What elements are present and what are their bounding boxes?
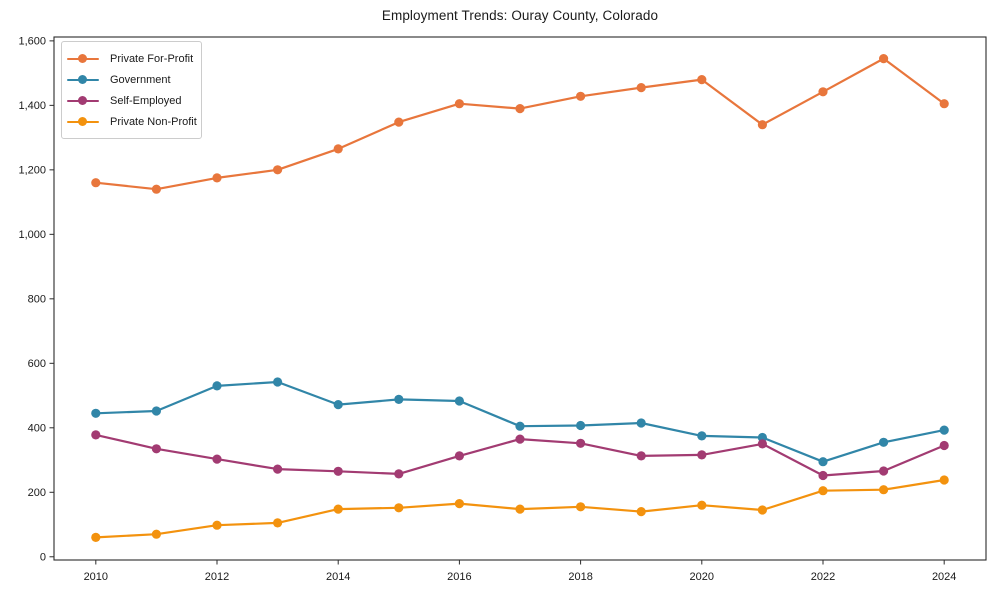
- data-point-self-employed-2015: [394, 469, 404, 479]
- data-point-private-for-profit-2016: [454, 99, 464, 109]
- x-tick-label: 2012: [205, 571, 229, 583]
- line-marker-icon: [67, 54, 99, 64]
- y-tick-label: 400: [28, 423, 46, 435]
- data-point-self-employed-2011: [151, 444, 161, 454]
- data-point-self-employed-2012: [212, 454, 222, 464]
- data-point-private-non-profit-2024: [939, 475, 949, 485]
- data-point-private-non-profit-2017: [515, 504, 525, 514]
- data-point-self-employed-2019: [636, 451, 646, 461]
- legend-label: Private Non-Profit: [110, 115, 197, 128]
- data-point-private-for-profit-2017: [515, 104, 525, 114]
- line-marker-icon: [67, 75, 99, 85]
- data-point-government-2020: [697, 431, 707, 441]
- x-tick-label: 2018: [568, 571, 592, 583]
- legend-item-government: Government: [67, 69, 193, 90]
- x-tick-label: 2022: [811, 571, 835, 583]
- data-point-private-non-profit-2019: [636, 507, 646, 517]
- x-tick-label: 2020: [690, 571, 714, 583]
- data-point-private-non-profit-2013: [273, 518, 283, 528]
- data-point-private-for-profit-2010: [91, 178, 101, 188]
- y-tick-label: 600: [28, 358, 46, 370]
- data-point-private-non-profit-2014: [333, 504, 343, 514]
- data-point-self-employed-2020: [697, 450, 707, 460]
- data-point-government-2019: [636, 418, 646, 428]
- data-point-private-non-profit-2018: [576, 502, 586, 512]
- legend-item-private-for-profit: Private For-Profit: [67, 48, 193, 69]
- legend-item-private-non-profit: Private Non-Profit: [67, 111, 197, 132]
- y-tick-label: 1,400: [18, 100, 46, 112]
- data-point-government-2024: [939, 425, 949, 435]
- data-point-private-non-profit-2015: [394, 503, 404, 513]
- chart-legend: Private For-Profit Government Self-Emplo…: [61, 41, 202, 139]
- data-point-private-for-profit-2020: [697, 75, 707, 85]
- data-point-government-2023: [879, 437, 889, 447]
- data-point-private-for-profit-2013: [273, 165, 283, 175]
- y-tick-label: 1,600: [18, 36, 46, 48]
- y-tick-label: 1,000: [18, 229, 46, 241]
- data-point-government-2018: [576, 420, 586, 431]
- data-point-government-2017: [515, 421, 525, 431]
- data-point-private-non-profit-2023: [879, 485, 889, 495]
- x-tick-label: 2024: [932, 571, 956, 583]
- data-point-government-2015: [394, 394, 404, 404]
- data-point-government-2011: [151, 406, 161, 416]
- data-point-private-for-profit-2018: [576, 91, 586, 101]
- data-point-private-for-profit-2011: [151, 184, 161, 194]
- x-tick-label: 2010: [84, 571, 108, 583]
- data-point-self-employed-2014: [333, 466, 343, 476]
- data-point-self-employed-2013: [273, 464, 283, 474]
- legend-label: Government: [110, 73, 171, 86]
- data-point-private-for-profit-2021: [757, 120, 768, 130]
- line-marker-icon: [67, 117, 99, 127]
- data-point-government-2013: [273, 377, 283, 387]
- y-tick-label: 1,200: [18, 165, 46, 177]
- legend-label: Private For-Profit: [110, 52, 194, 65]
- data-point-government-2014: [333, 400, 343, 410]
- data-point-private-non-profit-2022: [818, 486, 828, 496]
- data-point-government-2016: [454, 396, 464, 406]
- data-point-government-2022: [818, 457, 828, 467]
- data-point-self-employed-2016: [454, 451, 464, 461]
- data-point-private-non-profit-2021: [757, 505, 768, 515]
- y-tick-label: 0: [40, 552, 46, 564]
- data-point-private-for-profit-2019: [636, 83, 646, 93]
- series-line-private-for-profit: [94, 57, 946, 191]
- x-tick-label: 2016: [447, 571, 471, 583]
- line-marker-icon: [67, 96, 99, 106]
- data-point-private-for-profit-2022: [818, 87, 828, 97]
- x-tick-label: 2014: [326, 571, 350, 583]
- chart-title: Employment Trends: Ouray County, Colorad…: [381, 8, 659, 23]
- data-point-self-employed-2023: [879, 466, 889, 476]
- data-point-private-non-profit-2016: [454, 499, 464, 509]
- data-point-government-2012: [212, 381, 222, 391]
- data-point-self-employed-2017: [515, 434, 525, 444]
- data-point-government-2021: [757, 432, 768, 443]
- legend-label: Self-Employed: [110, 94, 182, 107]
- data-point-self-employed-2022: [818, 470, 828, 481]
- data-point-self-employed-2024: [939, 440, 949, 451]
- data-point-private-for-profit-2014: [333, 144, 343, 154]
- data-point-self-employed-2018: [576, 438, 586, 448]
- data-point-private-non-profit-2012: [212, 520, 222, 530]
- data-point-private-non-profit-2010: [91, 532, 101, 543]
- data-point-private-non-profit-2011: [151, 529, 161, 539]
- data-point-private-non-profit-2020: [697, 500, 707, 510]
- legend-item-self-employed: Self-Employed: [67, 90, 193, 111]
- data-point-private-for-profit-2012: [212, 173, 222, 183]
- data-point-self-employed-2010: [91, 430, 101, 440]
- data-point-government-2010: [91, 408, 101, 418]
- data-point-private-for-profit-2023: [879, 54, 889, 64]
- y-tick-label: 200: [28, 487, 46, 499]
- data-point-private-for-profit-2024: [939, 99, 949, 109]
- y-tick-label: 800: [28, 294, 46, 306]
- data-point-private-for-profit-2015: [394, 117, 404, 127]
- data-point-self-employed-2021: [757, 439, 768, 449]
